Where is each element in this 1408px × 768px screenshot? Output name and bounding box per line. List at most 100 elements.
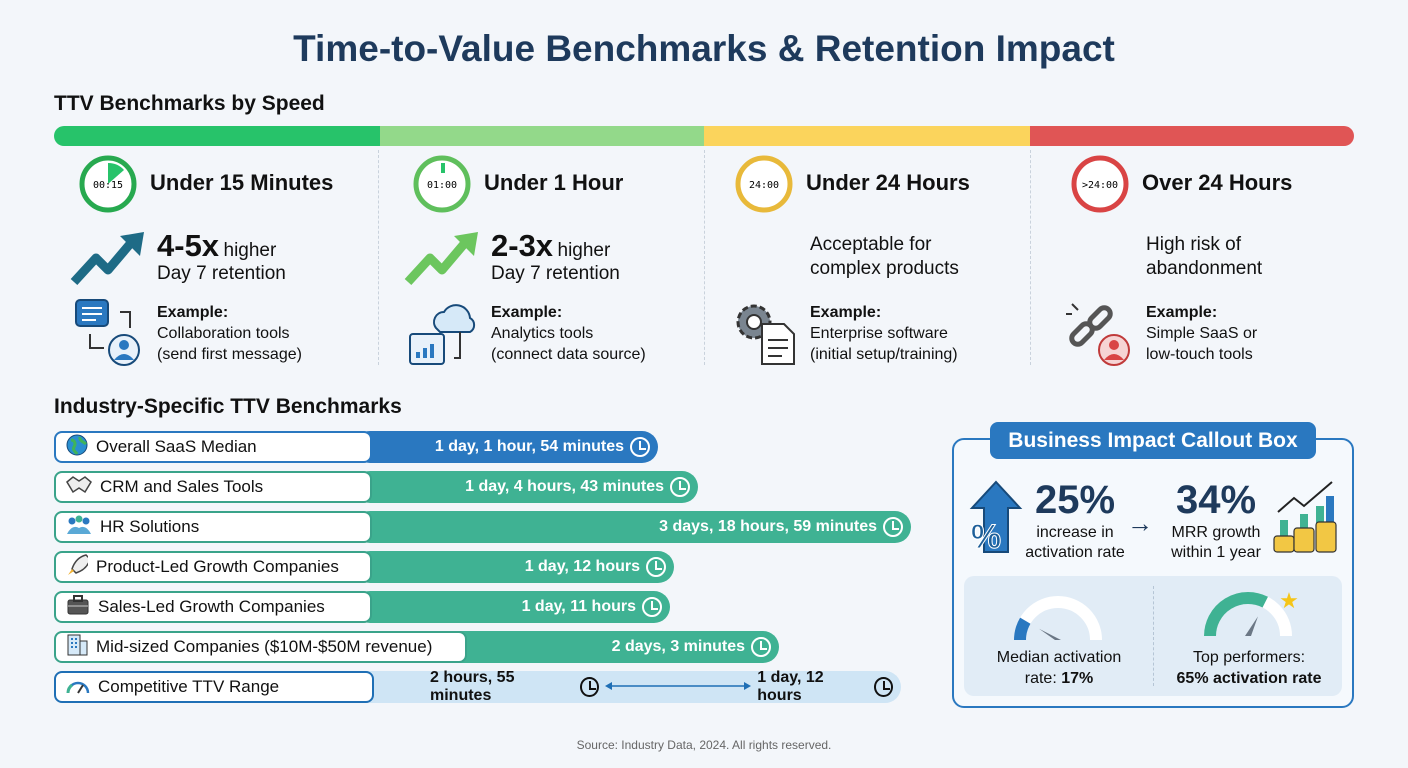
label-text: Mid-sized Companies ($10M-$50M revenue): [96, 637, 433, 656]
stat-label: within 1 year: [1171, 544, 1261, 561]
percent-up-arrow-icon: %: [966, 480, 1024, 559]
example-text: Example: Collaboration tools (send first m…: [157, 302, 302, 365]
gauge-fill: [1014, 617, 1031, 641]
example-label: Example:: [1146, 304, 1218, 321]
clock-icon: [873, 677, 894, 697]
benchmark-row: 1 day, 12 hours Product-Led Growth Compa…: [54, 551, 674, 583]
speed-bar-green: [54, 126, 384, 146]
example-text: Example: Simple SaaS or low-touch tools: [1146, 302, 1257, 365]
benchmark-bar: 1 day, 4 hours, 43 minutes: [354, 471, 698, 503]
stopwatch-icon: 01:00: [413, 155, 471, 218]
speed-bar-yellow: [704, 126, 1032, 146]
example-text: Example: Analytics tools (connect data sou…: [491, 302, 646, 365]
desc-line: complex products: [810, 258, 959, 279]
median-label: Median activation: [996, 649, 1122, 666]
benchmark-value: 1 day, 11 hours: [521, 598, 636, 615]
benchmark-row: 2 hours, 55 minutes 1 day, 12 hours Comp…: [54, 669, 901, 704]
example-label: Example:: [157, 304, 229, 321]
industry-heading: Industry-Specific TTV Benchmarks: [54, 395, 402, 418]
top-value: 65% activation rate: [1176, 670, 1322, 687]
stat-label: MRR growth: [1171, 524, 1261, 541]
clock-icon: [751, 637, 771, 657]
svg-text:24:00: 24:00: [749, 180, 779, 191]
star-icon: ★: [1279, 588, 1299, 613]
retention-multiplier: 2-3x: [491, 228, 554, 263]
label-text: CRM and Sales Tools: [100, 477, 264, 496]
benchmark-label: CRM and Sales Tools: [54, 471, 372, 503]
rocket-icon: [66, 553, 91, 582]
trend-up-arrow-icon: [70, 230, 148, 293]
example-line: Collaboration tools: [157, 325, 290, 342]
stopwatch-icon: 00:15: [79, 155, 137, 218]
gauge-track: [1014, 596, 1102, 641]
benchmark-label: Overall SaaS Median: [54, 431, 372, 463]
benchmark-bar: 1 day, 11 hours: [354, 591, 670, 623]
handshake-icon: [66, 474, 92, 501]
gear-document-icon: [730, 298, 800, 373]
example-line: Analytics tools: [491, 325, 594, 342]
column-title: Over 24 Hours: [1142, 170, 1293, 195]
clock-icon: [883, 517, 903, 537]
example-line: (connect data source): [491, 346, 646, 363]
range-min-value: 2 hours, 55 minutes: [430, 669, 515, 704]
label-text: Overall SaaS Median: [96, 437, 257, 456]
gauge-needle: [1245, 616, 1258, 636]
benchmark-value: 2 days, 3 minutes: [611, 638, 745, 655]
benchmark-value: 1 day, 1 hour, 54 minutes: [434, 438, 624, 455]
chat-user-icon: [74, 298, 144, 373]
double-arrow-icon: [605, 678, 752, 696]
benchmark-bar: 2 days, 3 minutes: [434, 631, 779, 663]
clock-icon: [670, 477, 690, 497]
column-title: Under 15 Minutes: [150, 170, 334, 195]
benchmark-bar: 1 day, 1 hour, 54 minutes: [354, 431, 658, 463]
example-line: Simple SaaS or: [1146, 325, 1258, 342]
clock-icon: [630, 437, 650, 457]
desc-line: abandonment: [1146, 258, 1263, 279]
benchmark-row: 1 day, 1 hour, 54 minutes Overall SaaS M…: [54, 431, 658, 463]
label-text: Competitive TTV Range: [98, 677, 280, 696]
example-label: Example:: [491, 304, 563, 321]
page-title: Time-to-Value Benchmarks & Retention Imp…: [293, 28, 1115, 69]
clock-icon: [579, 677, 600, 697]
example-line: (send first message): [157, 346, 302, 363]
globe-icon: [66, 434, 88, 461]
stat-suffix: higher: [557, 240, 611, 261]
benchmark-label: Competitive TTV Range: [54, 671, 374, 703]
benchmark-value: 1 day, 4 hours, 43 minutes: [465, 478, 664, 495]
right-arrow-icon: →: [1127, 508, 1153, 538]
benchmark-row: 2 days, 3 minutes Mid-sized Companies ($…: [54, 631, 779, 663]
benchmark-bar: 1 day, 12 hours: [354, 551, 674, 583]
growth-chart-coins-icon: [1272, 480, 1340, 561]
divider: [704, 150, 705, 365]
column-title: Under 24 Hours: [806, 170, 970, 195]
people-icon: [66, 514, 92, 541]
example-text: Example: Enterprise software (initial setu…: [810, 302, 958, 365]
broken-link-icon: [1062, 298, 1134, 373]
cloud-dashboard-icon: [406, 298, 476, 373]
median-label: rate:: [1024, 670, 1057, 687]
speed-bar-lightgreen: [380, 126, 706, 146]
stat-label: activation rate: [1025, 544, 1125, 561]
retention-multiplier: 4-5x: [157, 228, 220, 263]
speed-bar-red: [1030, 126, 1354, 146]
briefcase-icon: [66, 594, 90, 621]
svg-text:00:15: 00:15: [93, 180, 123, 191]
median-activation-text: Median activation rate: 17%: [970, 647, 1148, 689]
desc-line: Acceptable for: [810, 234, 932, 255]
benchmark-label: Mid-sized Companies ($10M-$50M revenue): [54, 631, 467, 663]
example-line: low-touch tools: [1146, 346, 1253, 363]
median-value: 17%: [1061, 670, 1094, 687]
benchmark-label: HR Solutions: [54, 511, 372, 543]
stat-line2: Day 7 retention: [157, 263, 286, 284]
benchmark-value: 1 day, 12 hours: [524, 558, 640, 575]
benchmark-row: 1 day, 11 hours Sales-Led Growth Compani…: [54, 591, 670, 623]
gauge-fill: [1204, 592, 1268, 637]
benchmark-row: 1 day, 4 hours, 43 minutes CRM and Sales…: [54, 471, 698, 503]
activation-increase-stat: 25%: [1034, 478, 1116, 522]
benchmark-row: 3 days, 18 hours, 59 minutes HR Solution…: [54, 511, 911, 543]
benchmark-label: Sales-Led Growth Companies: [54, 591, 372, 623]
stat-label: increase in: [1036, 524, 1114, 541]
top-performer-gauge-icon: ★: [1203, 588, 1303, 649]
building-icon: [66, 633, 88, 662]
label-text: Product-Led Growth Companies: [96, 557, 339, 576]
